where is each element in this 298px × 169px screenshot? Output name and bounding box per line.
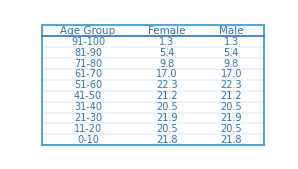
Text: 5.4: 5.4 bbox=[224, 48, 239, 58]
Text: 91-100: 91-100 bbox=[71, 37, 105, 47]
Text: 9.8: 9.8 bbox=[159, 59, 174, 69]
Text: 22.3: 22.3 bbox=[156, 80, 177, 90]
Text: 61-70: 61-70 bbox=[74, 69, 102, 79]
Text: 21-30: 21-30 bbox=[74, 113, 102, 123]
Text: 51-60: 51-60 bbox=[74, 80, 102, 90]
Text: 9.8: 9.8 bbox=[224, 59, 239, 69]
Text: 20.5: 20.5 bbox=[221, 124, 242, 134]
Text: 0-10: 0-10 bbox=[77, 135, 99, 145]
Text: 21.9: 21.9 bbox=[221, 113, 242, 123]
Text: 31-40: 31-40 bbox=[74, 102, 102, 112]
Text: 41-50: 41-50 bbox=[74, 91, 102, 101]
Text: 20.5: 20.5 bbox=[156, 124, 177, 134]
Text: 81-90: 81-90 bbox=[74, 48, 102, 58]
Text: Age Group: Age Group bbox=[60, 26, 116, 36]
Text: 1.3: 1.3 bbox=[159, 37, 174, 47]
Text: 17.0: 17.0 bbox=[156, 69, 177, 79]
Text: 21.9: 21.9 bbox=[156, 113, 177, 123]
Text: 21.8: 21.8 bbox=[221, 135, 242, 145]
Text: 17.0: 17.0 bbox=[221, 69, 242, 79]
Text: 21.2: 21.2 bbox=[156, 91, 177, 101]
Text: 20.5: 20.5 bbox=[221, 102, 242, 112]
Text: 22.3: 22.3 bbox=[221, 80, 242, 90]
Text: 5.4: 5.4 bbox=[159, 48, 174, 58]
Text: 21.2: 21.2 bbox=[221, 91, 242, 101]
Text: 11-20: 11-20 bbox=[74, 124, 102, 134]
Text: Female: Female bbox=[148, 26, 185, 36]
Text: 71-80: 71-80 bbox=[74, 59, 102, 69]
Text: 20.5: 20.5 bbox=[156, 102, 177, 112]
Text: 21.8: 21.8 bbox=[156, 135, 177, 145]
Text: 1.3: 1.3 bbox=[224, 37, 239, 47]
Text: Male: Male bbox=[219, 26, 243, 36]
